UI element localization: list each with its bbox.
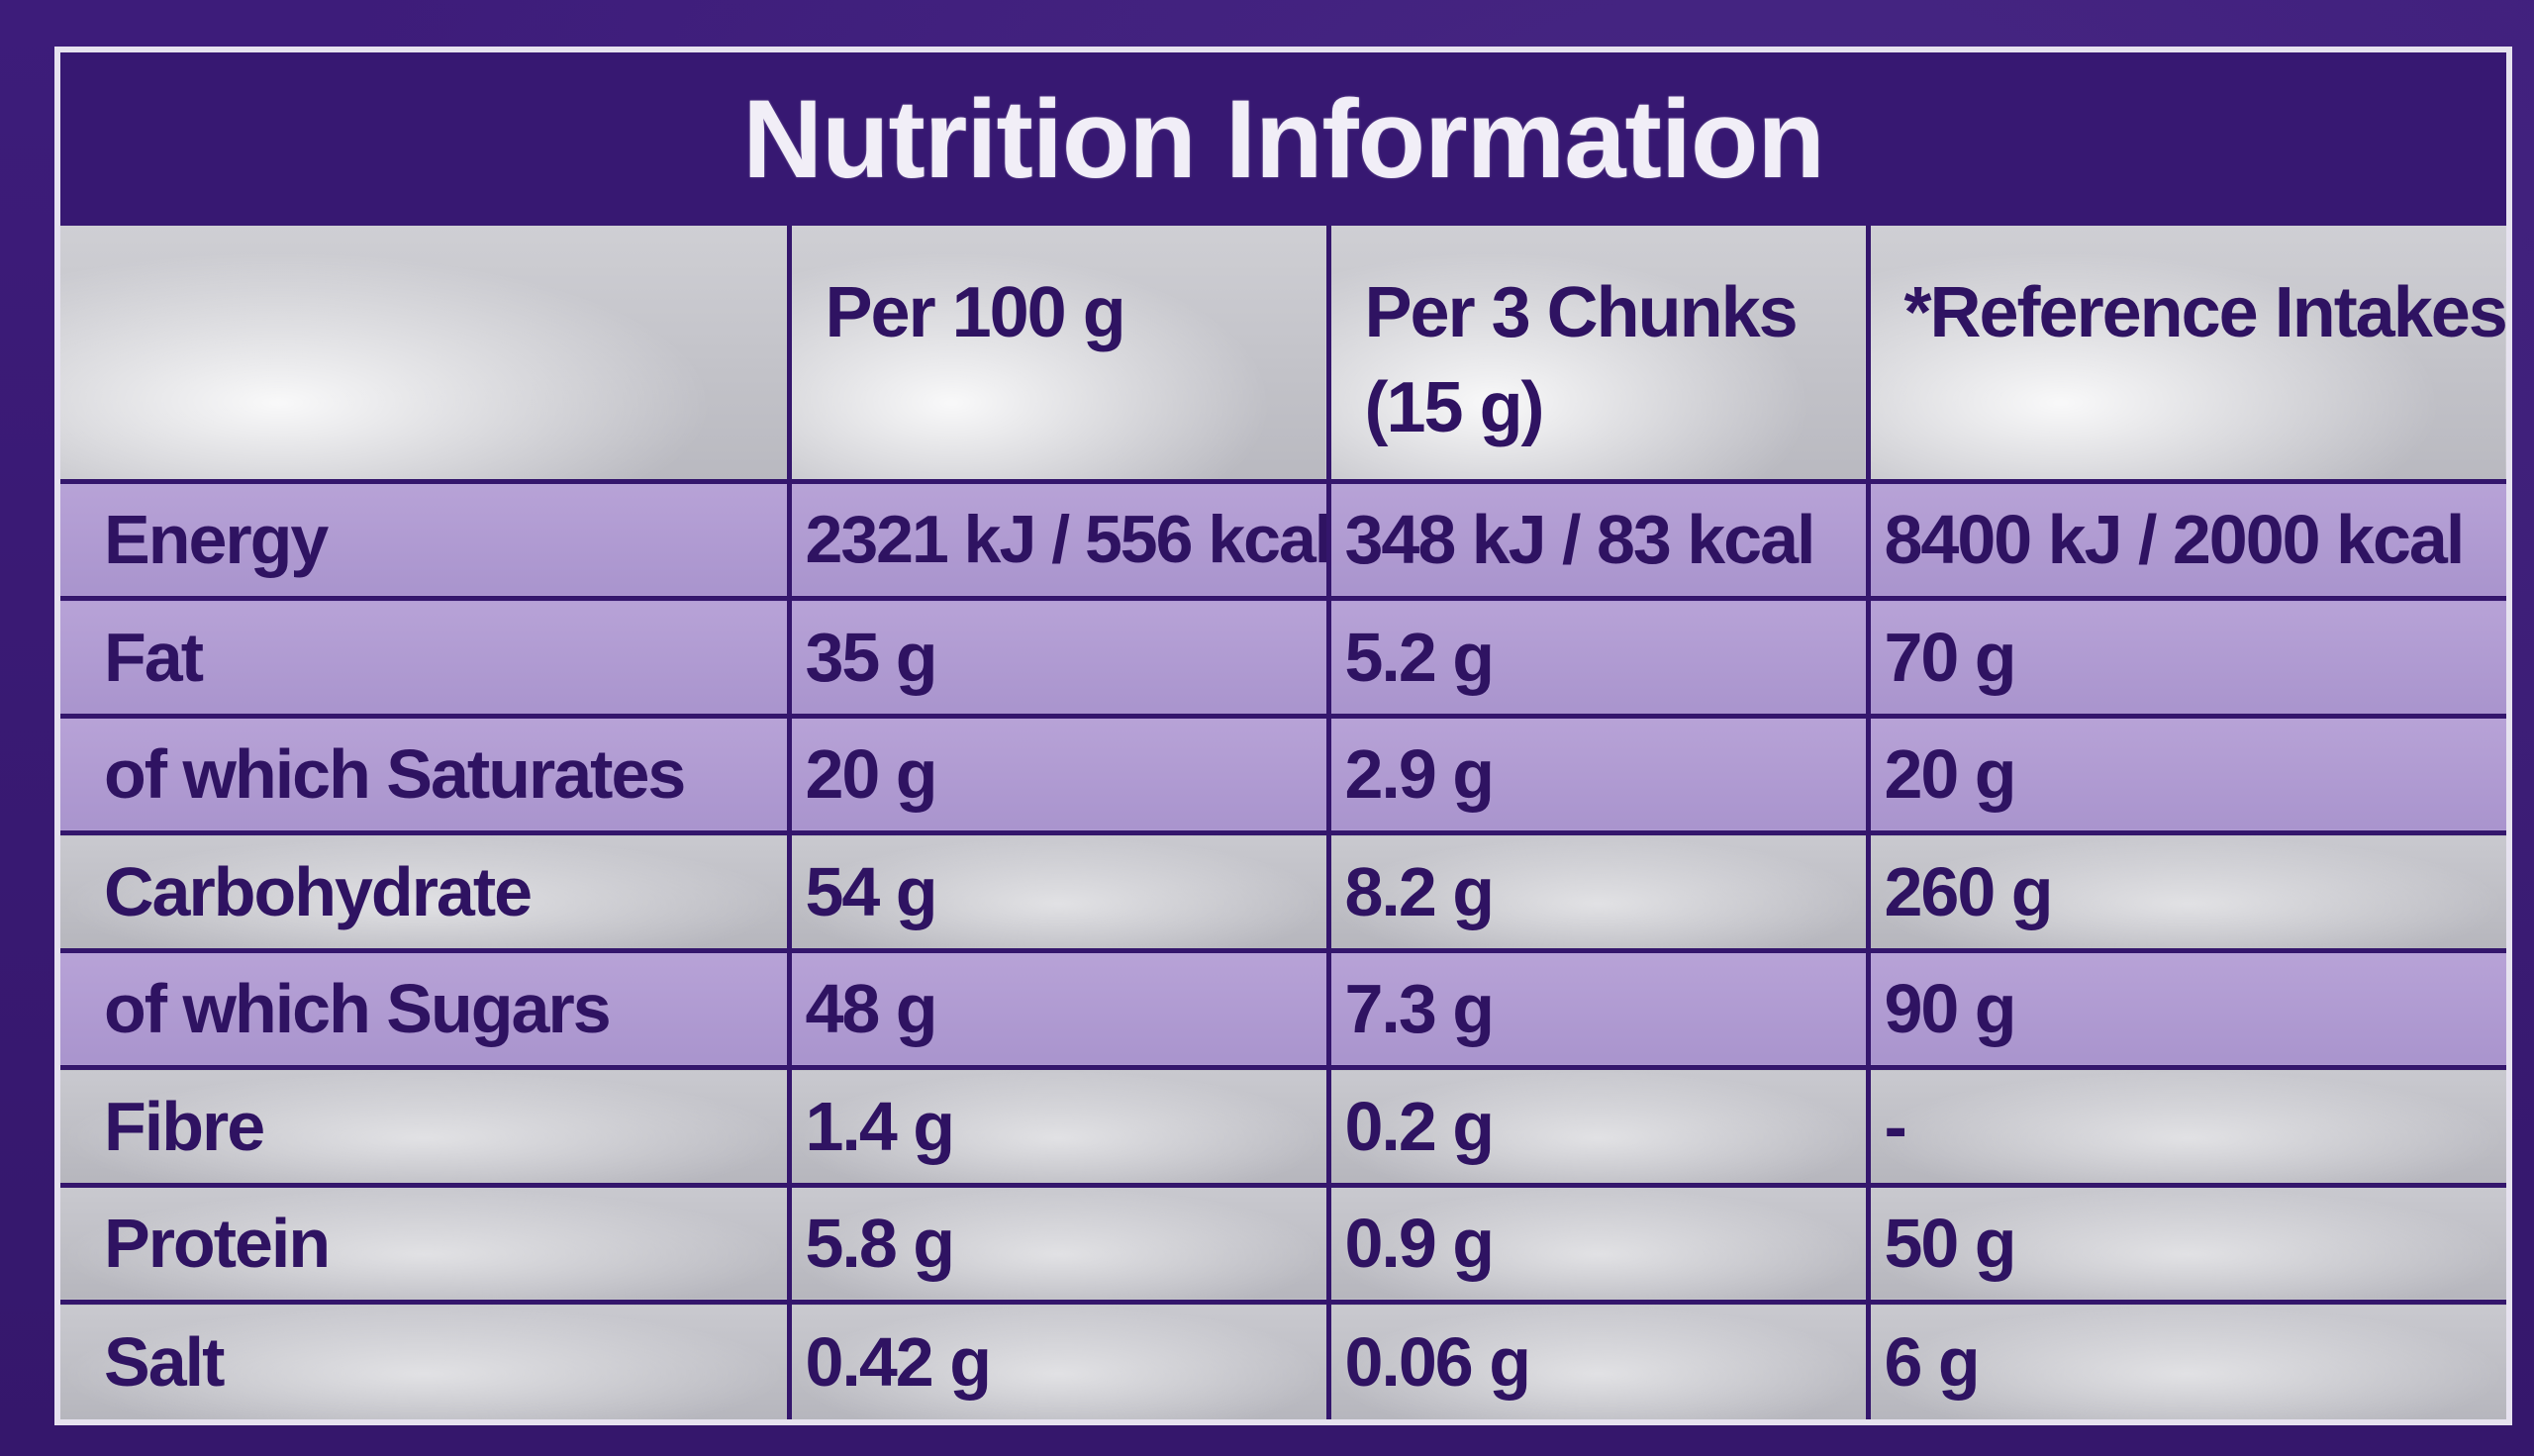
value-reference: 90 g bbox=[1865, 947, 2506, 1070]
value-per-100g: 1.4 g bbox=[786, 1065, 1331, 1188]
panel-title: Nutrition Information bbox=[742, 77, 1825, 201]
table-row: of which Sugars 48 g 7.3 g 90 g bbox=[60, 947, 2506, 1070]
value-per-100g: 2321 kJ / 556 kcal bbox=[786, 478, 1331, 601]
value-per-portion: 0.06 g bbox=[1325, 1300, 1871, 1419]
table-header-row: Per 100 g Per 3 Chunks (15 g) *Reference… bbox=[60, 226, 2506, 484]
value-per-portion: 348 kJ / 83 kcal bbox=[1325, 478, 1871, 601]
header-reference-intakes: *Reference Intakes bbox=[1865, 226, 2506, 484]
value-per-100g: 48 g bbox=[786, 947, 1331, 1070]
value-per-100g: 54 g bbox=[786, 830, 1331, 953]
value-per-portion: 8.2 g bbox=[1325, 830, 1871, 953]
header-per-portion: Per 3 Chunks (15 g) bbox=[1325, 226, 1871, 484]
value-per-100g: 0.42 g bbox=[786, 1300, 1331, 1419]
table-row: Salt 0.42 g 0.06 g 6 g bbox=[60, 1300, 2506, 1419]
value-reference: - bbox=[1865, 1065, 2506, 1188]
header-per-100g: Per 100 g bbox=[786, 226, 1331, 484]
table-row: Fibre 1.4 g 0.2 g - bbox=[60, 1065, 2506, 1188]
value-per-portion: 7.3 g bbox=[1325, 947, 1871, 1070]
value-per-portion: 0.2 g bbox=[1325, 1065, 1871, 1188]
value-per-portion: 2.9 g bbox=[1325, 713, 1871, 835]
value-reference: 260 g bbox=[1865, 830, 2506, 953]
table-row: Fat 35 g 5.2 g 70 g bbox=[60, 596, 2506, 719]
value-reference: 6 g bbox=[1865, 1300, 2506, 1419]
table-row: of which Saturates 20 g 2.9 g 20 g bbox=[60, 713, 2506, 835]
nutrient-name: of which Sugars bbox=[60, 947, 792, 1070]
value-reference: 8400 kJ / 2000 kcal bbox=[1865, 478, 2506, 601]
table-row: Energy 2321 kJ / 556 kcal 348 kJ / 83 kc… bbox=[60, 478, 2506, 601]
table-row: Protein 5.8 g 0.9 g 50 g bbox=[60, 1182, 2506, 1305]
nutrient-name: Fat bbox=[60, 596, 792, 719]
value-per-100g: 35 g bbox=[786, 596, 1331, 719]
value-per-100g: 5.8 g bbox=[786, 1182, 1331, 1305]
value-per-portion: 0.9 g bbox=[1325, 1182, 1871, 1305]
nutrition-table: Per 100 g Per 3 Chunks (15 g) *Reference… bbox=[60, 226, 2506, 1419]
table-row: Carbohydrate 54 g 8.2 g 260 g bbox=[60, 830, 2506, 953]
value-per-100g: 20 g bbox=[786, 713, 1331, 835]
nutrient-name: Carbohydrate bbox=[60, 830, 792, 953]
nutrition-panel: Nutrition Information Per 100 g Per 3 Ch… bbox=[54, 47, 2512, 1425]
nutrient-name: Fibre bbox=[60, 1065, 792, 1188]
nutrient-name: Salt bbox=[60, 1300, 792, 1419]
value-reference: 20 g bbox=[1865, 713, 2506, 835]
nutrient-name: of which Saturates bbox=[60, 713, 792, 835]
nutrient-name: Protein bbox=[60, 1182, 792, 1305]
value-per-portion: 5.2 g bbox=[1325, 596, 1871, 719]
nutrient-name: Energy bbox=[60, 478, 792, 601]
value-reference: 70 g bbox=[1865, 596, 2506, 719]
header-nutrient bbox=[60, 226, 792, 484]
value-reference: 50 g bbox=[1865, 1182, 2506, 1305]
